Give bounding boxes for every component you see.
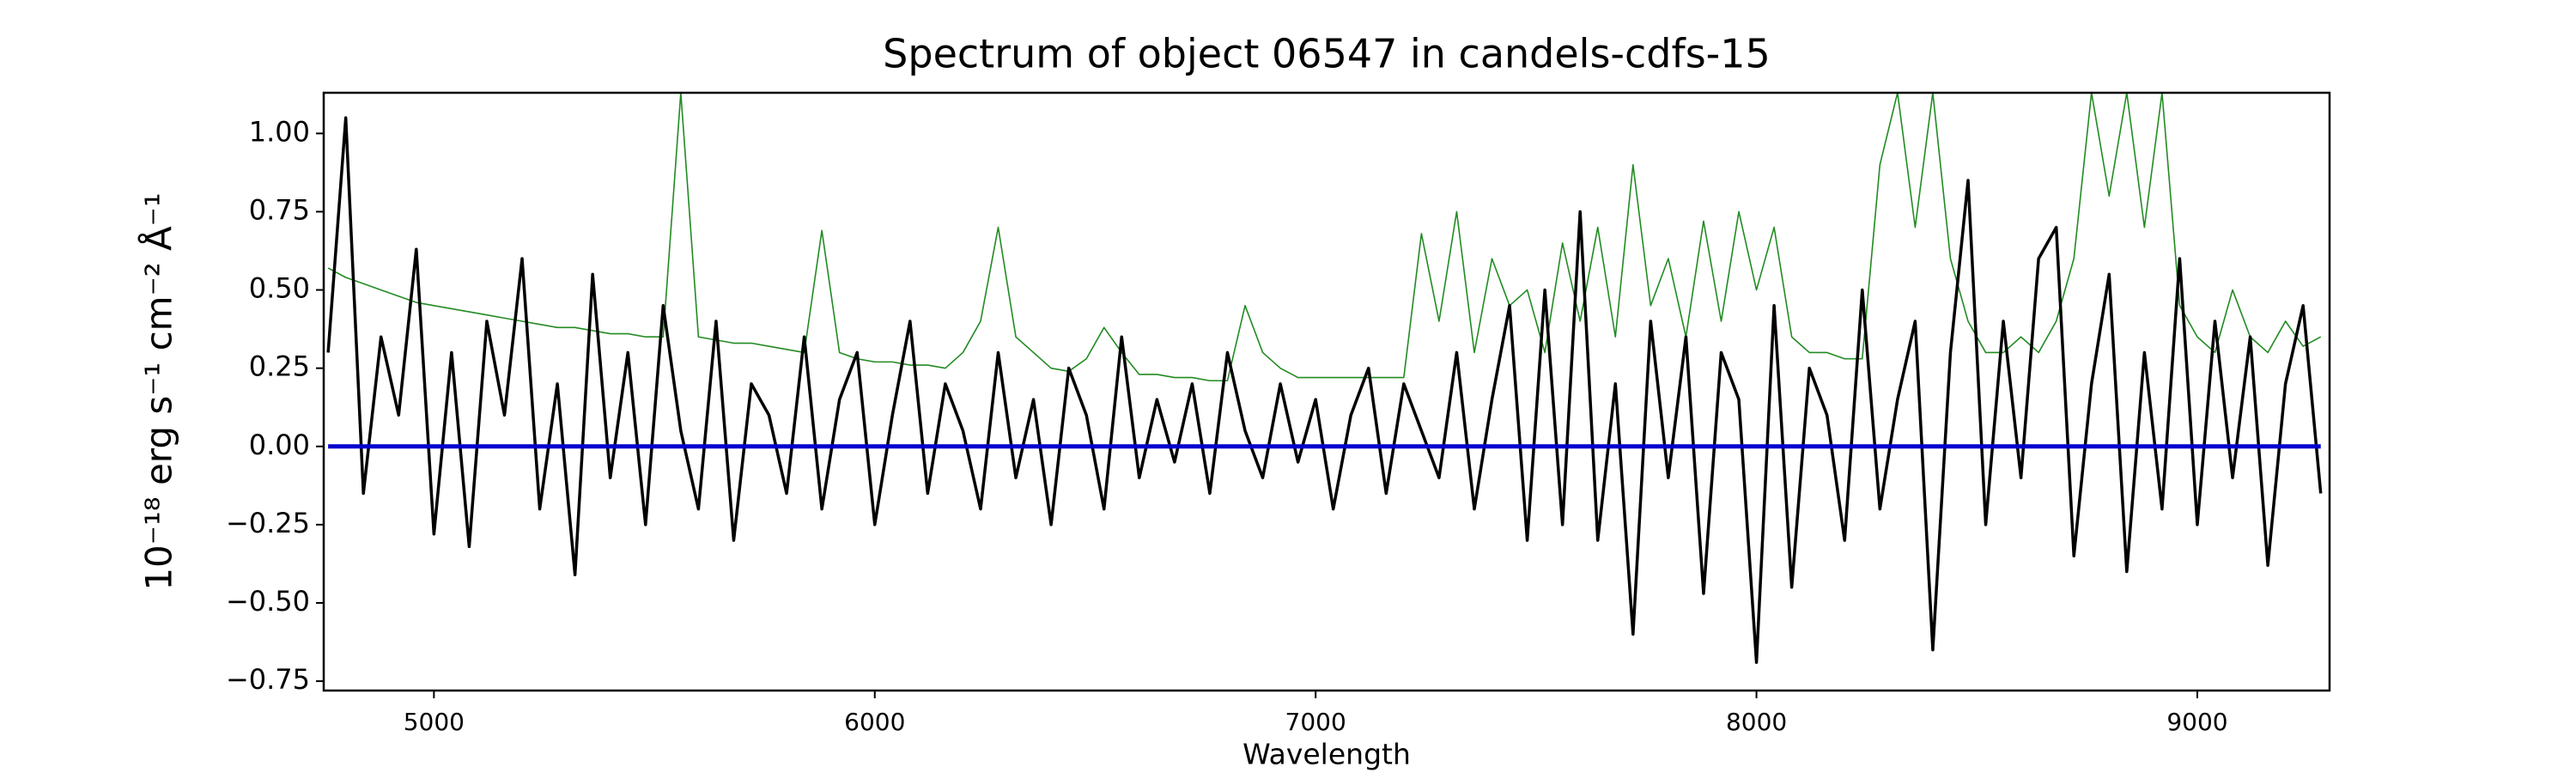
y-tick-label: −0.50: [226, 585, 310, 618]
y-tick-label: 0.00: [249, 429, 310, 461]
x-axis-label: Wavelength: [1242, 738, 1411, 771]
x-tick-label: 6000: [844, 708, 905, 736]
y-axis-label: 10⁻¹⁸ erg s⁻¹ cm⁻² Å⁻¹: [137, 192, 180, 590]
y-tick-label: −0.25: [226, 507, 310, 539]
y-tick-label: −0.75: [226, 663, 310, 696]
chart-title: Spectrum of object 06547 in candels-cdfs…: [883, 31, 1771, 77]
plot-area: [326, 93, 2323, 664]
y-tick-label: 0.75: [249, 193, 310, 226]
x-tick-label: 7000: [1285, 708, 1346, 736]
x-tick-label: 5000: [404, 708, 465, 736]
y-tick-label: 0.25: [249, 350, 310, 383]
x-tick-label: 8000: [1726, 708, 1787, 736]
y-tick-label: 1.00: [249, 115, 310, 148]
x-tick-label: 9000: [2166, 708, 2227, 736]
spectrum-line: [326, 116, 2323, 664]
axes-frame: [322, 91, 2331, 692]
y-tick-label: 0.50: [249, 272, 310, 305]
